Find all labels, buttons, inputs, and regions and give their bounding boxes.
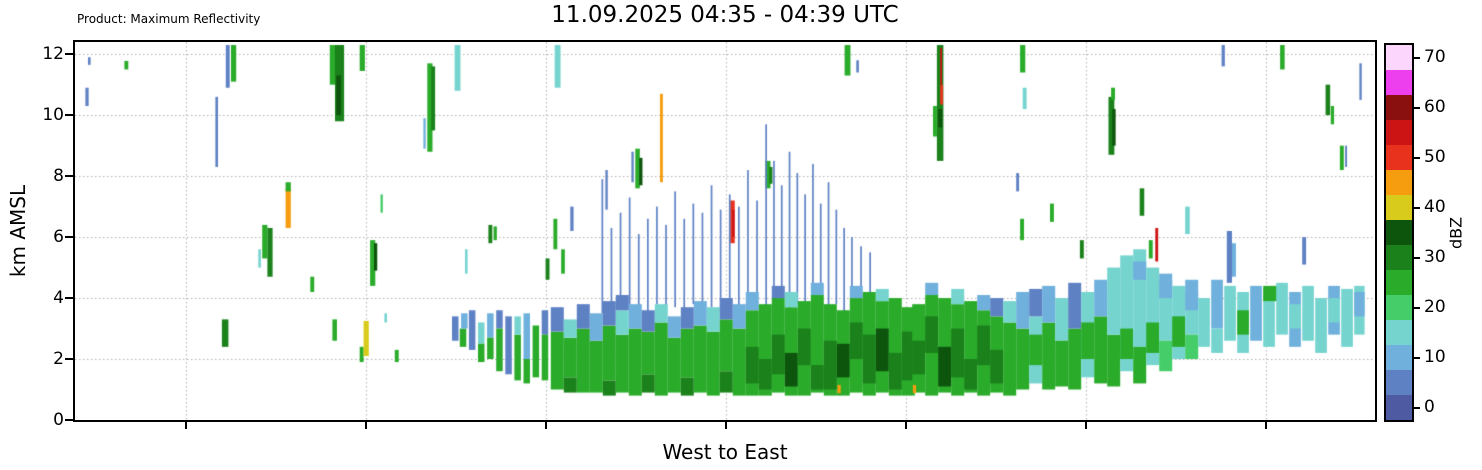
x-tick-mark bbox=[365, 422, 368, 429]
product-label: Product: Maximum Reflectivity bbox=[77, 12, 261, 26]
y-tick-mark bbox=[65, 114, 73, 117]
colorbar-tick-mark bbox=[1414, 356, 1420, 359]
y-tick-label: 6 bbox=[53, 227, 64, 248]
colorbar-tick-mark bbox=[1414, 306, 1420, 309]
y-tick-label: 8 bbox=[53, 166, 64, 187]
colorbar-tick-mark bbox=[1414, 406, 1420, 409]
colorbar bbox=[1384, 43, 1414, 422]
colorbar-tick-label: 60 bbox=[1424, 96, 1446, 117]
plot-area bbox=[73, 40, 1377, 422]
y-tick-label: 4 bbox=[53, 288, 64, 309]
colorbar-tick-mark bbox=[1414, 206, 1420, 209]
colorbar-tick-label: 40 bbox=[1424, 196, 1446, 217]
y-tick-mark bbox=[65, 53, 73, 56]
y-tick-mark bbox=[65, 175, 73, 178]
colorbar-tick-mark bbox=[1414, 106, 1420, 109]
x-axis-label: West to East bbox=[662, 440, 788, 464]
colorbar-label: dBZ bbox=[1446, 216, 1466, 250]
colorbar-tick-label: 30 bbox=[1424, 246, 1446, 267]
colorbar-tick-label: 10 bbox=[1424, 346, 1446, 367]
colorbar-tick-label: 20 bbox=[1424, 296, 1446, 317]
colorbar-tick-label: 70 bbox=[1424, 46, 1446, 67]
x-tick-mark bbox=[904, 422, 907, 429]
colorbar-tick-mark bbox=[1414, 256, 1420, 259]
y-tick-mark bbox=[65, 297, 73, 300]
x-tick-mark bbox=[1085, 422, 1088, 429]
y-tick-mark bbox=[65, 419, 73, 421]
colorbar-tick-label: 50 bbox=[1424, 146, 1446, 167]
x-tick-mark bbox=[1264, 422, 1267, 429]
colorbar-gradient bbox=[1386, 45, 1412, 420]
y-tick-label: 12 bbox=[42, 44, 64, 65]
x-tick-mark bbox=[184, 422, 187, 429]
y-tick-label: 0 bbox=[53, 410, 64, 430]
colorbar-tick-mark bbox=[1414, 56, 1420, 59]
y-tick-label: 2 bbox=[53, 349, 64, 370]
y-tick-mark bbox=[65, 236, 73, 239]
radar-plot-canvas bbox=[75, 42, 1375, 420]
colorbar-tick-label: 0 bbox=[1424, 396, 1435, 417]
x-tick-mark bbox=[544, 422, 547, 429]
y-tick-label: 10 bbox=[42, 105, 64, 126]
colorbar-tick-mark bbox=[1414, 156, 1420, 159]
x-tick-mark bbox=[725, 422, 728, 429]
chart-title: 11.09.2025 04:35 - 04:39 UTC bbox=[551, 2, 899, 28]
y-tick-mark bbox=[65, 358, 73, 361]
